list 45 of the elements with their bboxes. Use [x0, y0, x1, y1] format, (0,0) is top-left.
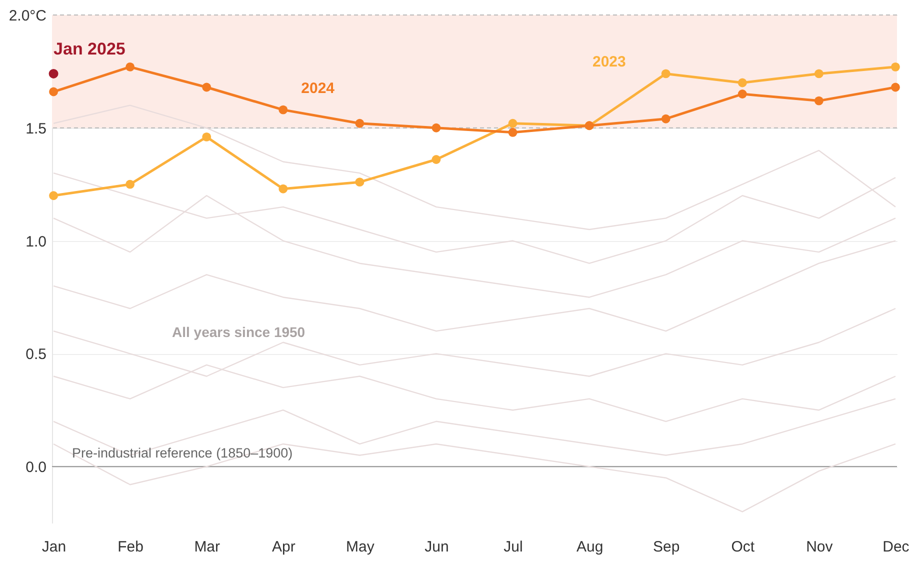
point — [890, 82, 900, 92]
x-tick-label: Oct — [731, 538, 756, 556]
point — [814, 96, 824, 106]
point — [355, 118, 364, 128]
point — [508, 128, 518, 137]
point — [126, 62, 135, 72]
point — [48, 68, 58, 78]
x-tick-label: Jan — [42, 538, 66, 556]
point — [508, 118, 518, 128]
point — [126, 180, 135, 189]
point — [278, 184, 288, 194]
y-tick-label: 1.0 — [26, 233, 46, 250]
point — [814, 69, 824, 78]
point — [890, 62, 900, 72]
point — [49, 87, 58, 96]
series-label: 2024 — [301, 80, 336, 97]
x-tick-label: May — [346, 538, 375, 556]
y-tick-label: 0.5 — [26, 346, 46, 364]
x-tick-label: Feb — [118, 538, 144, 556]
point — [661, 69, 670, 78]
point — [432, 123, 441, 132]
x-tick-label: Nov — [806, 538, 834, 556]
point — [278, 105, 288, 114]
y-tick-label: 2.0°C — [8, 8, 47, 24]
x-tick-label: Dec — [882, 538, 910, 556]
point — [49, 191, 58, 200]
point — [738, 90, 747, 98]
x-tick-label: Mar — [194, 538, 220, 556]
x-tick-label: Jun — [424, 538, 449, 556]
point — [738, 78, 747, 88]
series-label: Jan 2025 — [54, 40, 126, 59]
series-label: 2023 — [592, 54, 626, 71]
point — [202, 132, 212, 142]
annotation: All years since 1950 — [172, 324, 306, 340]
point — [661, 114, 670, 124]
x-tick-label: Sep — [653, 538, 680, 556]
point — [432, 155, 441, 164]
x-tick-label: Apr — [272, 538, 296, 556]
y-tick-label: 1.5 — [26, 120, 46, 138]
ref-line-label: Pre-industrial reference (1850–1900) — [72, 446, 293, 461]
x-tick-label: Jul — [504, 538, 523, 556]
x-tick-label: Aug — [576, 538, 604, 556]
point — [202, 82, 212, 92]
point — [355, 178, 364, 187]
y-tick-label: 0.0 — [26, 459, 46, 476]
